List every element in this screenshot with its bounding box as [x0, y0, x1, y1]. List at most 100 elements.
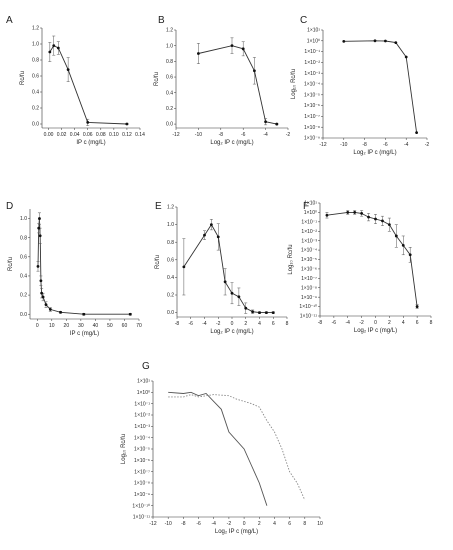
- data-point: [216, 235, 220, 239]
- y-tick-label: 0.0: [20, 312, 27, 318]
- data-point: [230, 44, 234, 48]
- data-point: [342, 39, 346, 43]
- x-tick-label: 0.10: [109, 132, 119, 138]
- data-point: [374, 217, 377, 221]
- x-tick-label: -8: [175, 321, 180, 327]
- data-point: [415, 305, 419, 308]
- data-point: [36, 264, 40, 268]
- y-tick-label: 1×10⁻⁹: [134, 492, 150, 498]
- y-tick-label: 1.0: [166, 43, 173, 49]
- x-tick-label: 6: [416, 320, 419, 326]
- y-tick-label: 1×10⁻³: [134, 424, 150, 430]
- panel-letter: D: [6, 201, 13, 212]
- data-point: [223, 280, 227, 284]
- y-tick-label: 1.0: [32, 42, 39, 48]
- y-tick-label: 0.2: [167, 293, 174, 299]
- data-point: [241, 47, 245, 51]
- data-point: [346, 211, 350, 214]
- y-tick-label: 0.4: [32, 90, 39, 96]
- data-point: [48, 308, 52, 311]
- data-point: [404, 55, 408, 59]
- x-tick-label: 0.04: [70, 132, 80, 138]
- series-line: [37, 218, 131, 315]
- x-axis-label: IP c (mg/L): [70, 331, 99, 337]
- y-tick-label: 1.2: [166, 28, 173, 34]
- y-tick-label: 1×10⁻⁴: [301, 248, 317, 254]
- data-point: [353, 211, 357, 214]
- y-tick-label: 1×10⁻⁵: [134, 447, 150, 453]
- y-tick-label: 1×10⁻⁶: [134, 458, 150, 464]
- y-tick-label: 0.0: [167, 310, 174, 316]
- y-tick-label: 1×10⁻⁴: [134, 435, 150, 441]
- panel-a: A 0.00 0.02 0.04 0.06 0.08 0.10 0.12 0.14 0.0 0.2 0…: [6, 15, 145, 146]
- y-tick-label: 1×10⁻³: [304, 71, 320, 77]
- data-point: [387, 223, 391, 227]
- x-tick-label: 0: [243, 521, 246, 527]
- x-tick-label: -8: [318, 320, 323, 326]
- x-tick-label: -6: [189, 321, 194, 327]
- x-tick-label: 0: [36, 323, 39, 329]
- y-tick-label: 0.0: [166, 122, 173, 128]
- panel-letter: A: [6, 15, 13, 26]
- x-tick-label: -8: [181, 521, 186, 527]
- x-tick-label: 50: [107, 323, 113, 329]
- data-point: [251, 310, 255, 314]
- data-point: [408, 253, 412, 257]
- y-tick-label: 1.0: [20, 216, 27, 222]
- y-tick-label: 1×10⁻⁸: [301, 285, 317, 291]
- data-point: [86, 121, 90, 124]
- x-tick-label: 0.02: [57, 132, 67, 138]
- y-tick-label: 1×10⁻¹¹: [300, 314, 318, 320]
- y-axis-label: Rc/fu: [20, 71, 26, 85]
- data-point: [264, 311, 268, 314]
- y-tick-label: 1×10⁻⁸: [134, 481, 150, 487]
- y-tick-label: 0.2: [32, 106, 39, 112]
- y-tick-label: 0.4: [167, 275, 174, 281]
- y-tick-label: 1×10⁻³: [301, 238, 317, 244]
- x-tick-label: 0.12: [122, 132, 132, 138]
- data-point: [394, 41, 398, 45]
- data-point: [197, 52, 200, 55]
- data-point: [82, 312, 86, 316]
- y-tick-label: 1×10⁻¹⁰: [132, 503, 150, 509]
- x-tick-label: -2: [227, 521, 232, 527]
- x-tick-label: 6: [288, 521, 291, 527]
- x-tick-label: 10: [317, 521, 323, 527]
- series-line: [326, 211, 418, 307]
- x-tick-label: -6: [241, 132, 246, 138]
- y-axis-label: Log₁₀ Rc/fu: [291, 69, 297, 99]
- y-tick-label: 1×10⁻²: [304, 60, 320, 66]
- x-axis-label: Log₂ IP c (mg/L): [210, 329, 253, 335]
- y-axis-label: Log₁₀ Rc/fu: [288, 244, 294, 274]
- data-point: [39, 279, 43, 283]
- x-tick-label: -6: [383, 142, 388, 148]
- x-tick-label: -8: [219, 132, 224, 138]
- series-line: [198, 45, 277, 125]
- y-tick-label: 0.4: [20, 274, 27, 280]
- data-point: [373, 39, 377, 43]
- data-point: [415, 131, 418, 135]
- data-point: [66, 68, 70, 71]
- data-point: [209, 223, 213, 227]
- data-point: [44, 303, 48, 307]
- x-tick-label: 60: [122, 323, 128, 329]
- x-tick-label: -12: [172, 132, 179, 138]
- x-tick-label: -10: [195, 132, 202, 138]
- data-point: [182, 265, 186, 269]
- y-tick-label: 0.0: [32, 122, 39, 128]
- data-point: [59, 310, 62, 314]
- y-tick-label: 1×10⁻¹⁰: [299, 304, 317, 310]
- series-line: [183, 223, 274, 314]
- data-point: [394, 234, 398, 238]
- data-point: [275, 122, 279, 126]
- x-tick-label: -2: [425, 142, 430, 148]
- y-tick-label: 1×10⁻²: [134, 413, 150, 419]
- y-tick-label: 1×10⁻⁶: [304, 103, 320, 109]
- y-tick-label: 1×10⁻¹: [134, 401, 150, 407]
- series-line: [343, 40, 418, 133]
- panel-f: F -8 -6 -4 -2 0 2 4 6 8 1×10¹ 1×10⁰ 1×10⁻¹ 1×10⁻² 1×10…: [288, 201, 433, 334]
- x-axis-label: Log₂ IP c (mg/L): [210, 140, 253, 146]
- x-tick-label: -4: [346, 320, 351, 326]
- x-tick-label: 0.06: [83, 132, 93, 138]
- y-tick-label: 1×10⁻⁷: [301, 276, 317, 282]
